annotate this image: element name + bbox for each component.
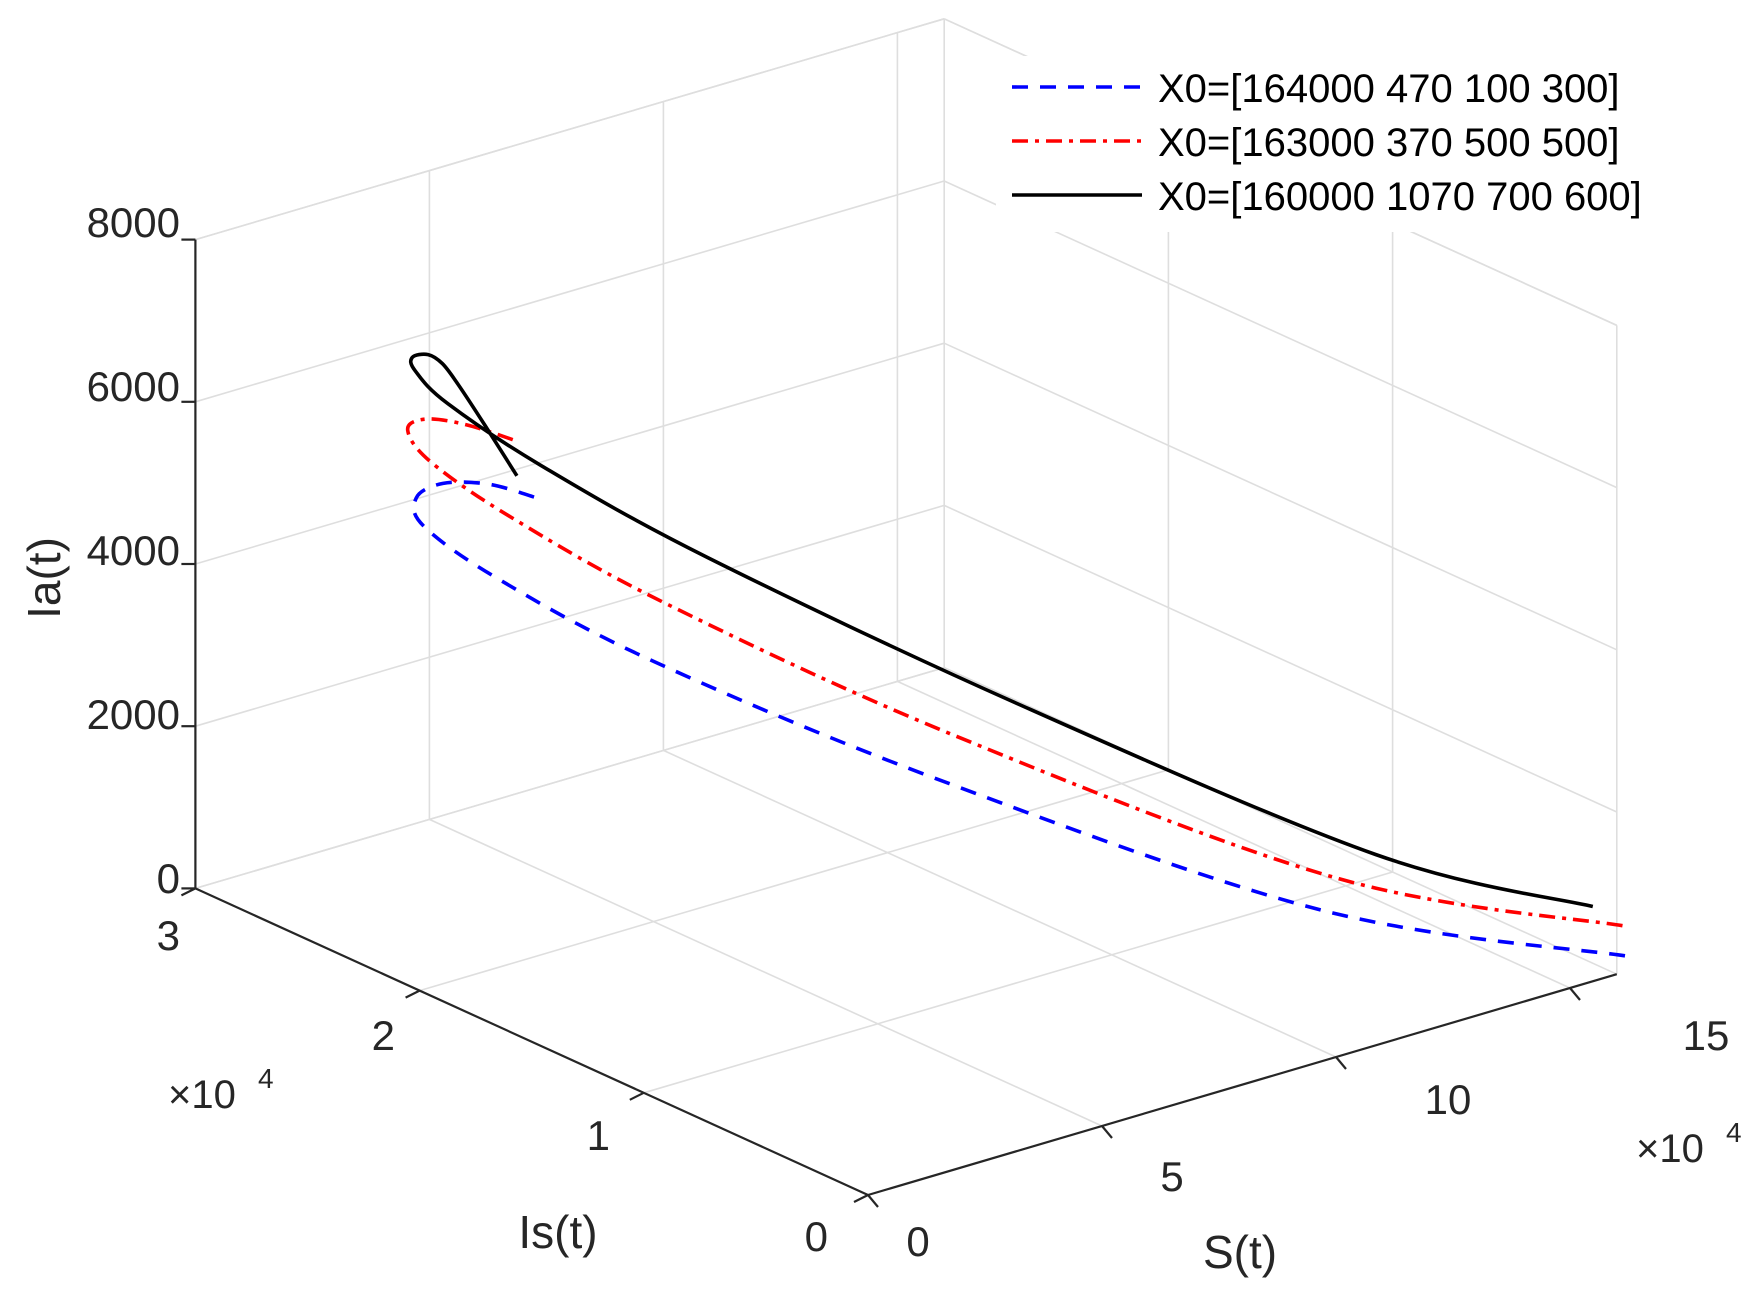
floor-gridline <box>663 749 1337 1058</box>
sidewall-gridline <box>943 180 1618 489</box>
x-axis-line <box>867 973 1618 1197</box>
y-tick-mark <box>405 989 421 999</box>
backwall-gridline <box>195 180 945 403</box>
y-tick-label: 2 <box>372 1012 395 1059</box>
z-tick-label: 0 <box>157 855 180 902</box>
data-series <box>405 352 1626 958</box>
x-tick-mark <box>1569 987 1581 1001</box>
series-line-2 <box>405 417 1623 928</box>
x-tick-mark <box>1335 1056 1347 1070</box>
y-multiplier-base: ×10 <box>168 1073 236 1117</box>
y-tick-mark <box>180 887 196 897</box>
box-edge <box>195 18 945 241</box>
z-axis-label: Ia(t) <box>18 537 70 619</box>
z-tick-label: 4000 <box>87 527 180 574</box>
sidewall-gridline <box>943 342 1618 651</box>
backwall-gridline <box>195 666 945 890</box>
sidewall-gridline <box>943 666 1618 975</box>
series-line-1 <box>411 480 1626 958</box>
y-axis-label: Is(t) <box>518 1206 597 1258</box>
legend-label-series-3: X0=[160000 1070 700 600] <box>1158 175 1642 219</box>
x-axis-label: S(t) <box>1203 1226 1277 1278</box>
x-axis-multiplier: ×10 4 <box>1636 1117 1742 1171</box>
y-tick-label: 0 <box>805 1213 828 1260</box>
floor-gridline <box>429 818 1103 1127</box>
y-axis-multiplier: ×10 4 <box>168 1063 274 1117</box>
floor-gridline <box>419 769 1169 992</box>
floor-gridline <box>643 871 1393 1094</box>
y-tick-label: 3 <box>157 912 180 959</box>
sidewall-gridline <box>943 504 1618 813</box>
x-tick-label: 15 <box>1683 1012 1730 1059</box>
y-tick-mark <box>629 1091 645 1101</box>
y-tick-label: 1 <box>587 1112 610 1159</box>
x-tick-label: 0 <box>906 1218 929 1265</box>
y-multiplier-exponent: 4 <box>258 1063 274 1094</box>
z-tick-label: 6000 <box>87 363 180 410</box>
z-tick-label: 2000 <box>87 691 180 738</box>
x-multiplier-exponent: 4 <box>1726 1117 1742 1148</box>
x-tick-mark <box>1101 1125 1113 1139</box>
z-tick-label: 8000 <box>87 199 180 246</box>
y-axis-line <box>194 887 869 1197</box>
x-tick-mark <box>867 1194 879 1208</box>
backwall-gridline <box>195 504 945 727</box>
x-tick-label: 5 <box>1160 1153 1183 1200</box>
x-tick-label: 10 <box>1425 1076 1472 1123</box>
x-multiplier-base: ×10 <box>1636 1127 1704 1171</box>
axes <box>180 238 1618 1208</box>
tick-labels: 0 2000 4000 6000 8000 3 2 1 0 0 5 10 15 <box>87 199 1730 1265</box>
y-tick-mark <box>853 1194 869 1203</box>
legend-label-series-1: X0=[164000 470 100 300] <box>1158 67 1620 111</box>
legend: X0=[164000 470 100 300] X0=[163000 370 5… <box>996 56 1686 232</box>
backwall-gridline <box>195 342 945 565</box>
legend-label-series-2: X0=[163000 370 500 500] <box>1158 121 1620 165</box>
series-line-3 <box>408 352 1594 909</box>
